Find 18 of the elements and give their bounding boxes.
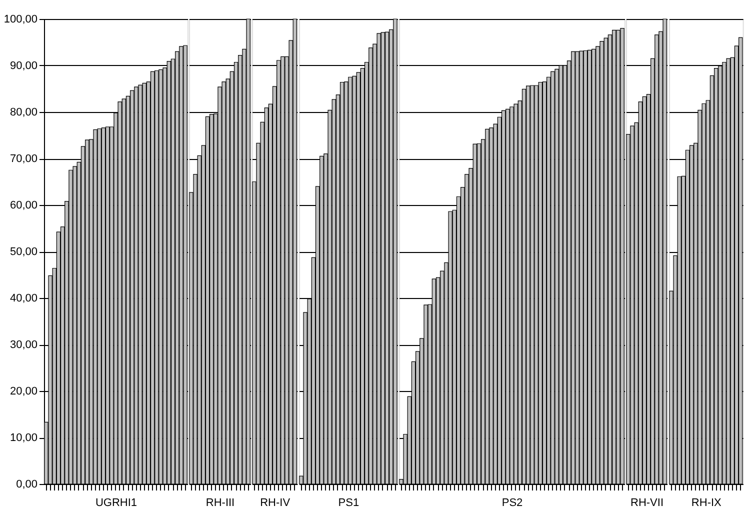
y-tick-label: 80,00 [10,106,38,118]
x-axis-title: RH-III [206,497,235,509]
x-axis-title: UGRHI1 [95,497,138,509]
y-tick-label: 30,00 [10,339,38,351]
y-tick-label: 20,00 [10,386,38,398]
x-axis-title: RH-IX [691,497,722,509]
y-tick-label: 60,00 [10,200,38,212]
x-axis-title: PS2 [502,497,523,509]
y-tick-label: 50,00 [10,246,38,258]
x-axis-title: RH-IV [260,497,291,509]
y-tick-label: 0,00 [16,478,38,490]
y-tick-label: 100,00 [4,14,38,26]
y-tick-label: 10,00 [10,432,38,444]
y-tick-label: 90,00 [10,60,38,72]
y-tick-label: 70,00 [10,153,38,165]
x-axis-title: PS1 [338,497,360,509]
y-tick-label: 40,00 [10,292,38,304]
x-axis-title: RH-VII [630,497,664,509]
